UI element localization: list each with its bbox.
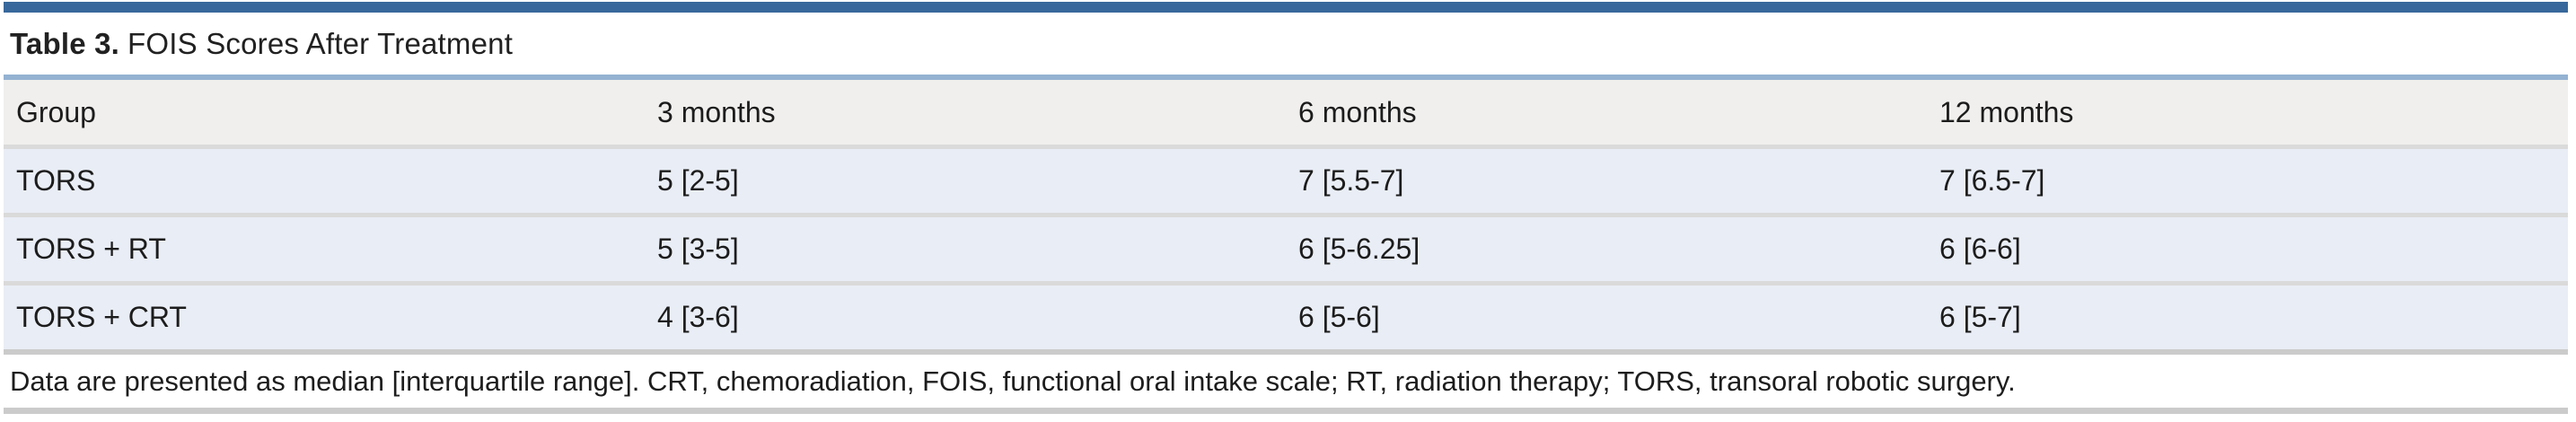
cell-group: TORS + CRT <box>4 281 645 349</box>
cell-group: TORS + RT <box>4 213 645 284</box>
cell-value-12-months: 6 [6-6] <box>1927 213 2568 284</box>
top-rule <box>4 2 2568 13</box>
table-row-tors-rt: TORS + RT 5 [3-5] 6 [5-6.25] 6 [6-6] <box>4 213 2568 284</box>
table-header: Group 3 months 6 months 12 months <box>4 80 2568 147</box>
column-header-6-months: 6 months <box>1286 80 1927 147</box>
cell-value-6-months: 7 [5.5-7] <box>1286 145 1927 215</box>
column-header-12-months: 12 months <box>1927 80 2568 147</box>
cell-value-6-months: 6 [5-6.25] <box>1286 213 1927 284</box>
cell-value-6-months: 6 [5-6] <box>1286 281 1927 349</box>
bottom-rule <box>4 408 2568 414</box>
table-body: TORS 5 [2-5] 7 [5.5-7] 7 [6.5-7] TORS + … <box>4 145 2568 349</box>
column-header-group: Group <box>4 80 645 147</box>
footnote-top-rule <box>4 349 2568 355</box>
header-accent-rule <box>4 75 2568 80</box>
table-footnote: Data are presented as median [interquart… <box>4 355 2568 408</box>
column-header-3-months: 3 months <box>645 80 1286 147</box>
cell-value-3-months: 4 [3-6] <box>645 281 1286 349</box>
header-row: Group 3 months 6 months 12 months <box>4 80 2568 147</box>
table-row-tors-crt: TORS + CRT 4 [3-6] 6 [5-6] 6 [5-7] <box>4 281 2568 349</box>
table-row-tors: TORS 5 [2-5] 7 [5.5-7] 7 [6.5-7] <box>4 145 2568 215</box>
cell-value-12-months: 6 [5-7] <box>1927 281 2568 349</box>
cell-value-3-months: 5 [2-5] <box>645 145 1286 215</box>
table-title-text: FOIS Scores After Treatment <box>127 26 514 60</box>
cell-group: TORS <box>4 145 645 215</box>
cell-value-3-months: 5 [3-5] <box>645 213 1286 284</box>
table-caption: Table 3. FOIS Scores After Treatment <box>4 13 2568 75</box>
table-card: Table 3. FOIS Scores After Treatment Gro… <box>4 2 2568 414</box>
cell-value-12-months: 7 [6.5-7] <box>1927 145 2568 215</box>
table-number-label: Table 3. <box>10 26 120 60</box>
fois-scores-table: Group 3 months 6 months 12 months TORS 5… <box>4 80 2568 349</box>
